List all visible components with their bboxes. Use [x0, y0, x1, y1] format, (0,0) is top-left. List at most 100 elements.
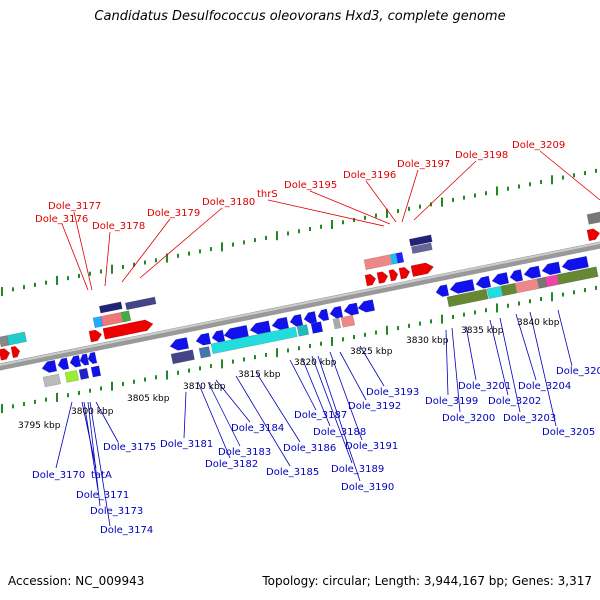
- gene-label: Dole_3198: [455, 150, 508, 161]
- gene-arrow: [296, 324, 310, 337]
- gene-feature: [310, 321, 324, 334]
- gene-arrow: [329, 305, 344, 319]
- gene-feature: [69, 355, 82, 368]
- gene-label: Dole_3201: [458, 381, 511, 392]
- gene-label: Dole_3187: [294, 410, 347, 421]
- kbp-label: 3800 kbp: [71, 407, 114, 417]
- gene-feature: [88, 329, 103, 343]
- gene-feature: [491, 272, 510, 286]
- gene-feature: [500, 282, 518, 297]
- gene-arrow: [586, 211, 600, 225]
- gene-arrow: [223, 324, 249, 340]
- genome-backbone-highlight: [0, 242, 600, 367]
- gene-arrow: [343, 302, 360, 316]
- gene-feature: [195, 332, 212, 346]
- gene-label: Dole_3196: [343, 170, 396, 181]
- gene-feature: [410, 262, 434, 277]
- gene-feature: [296, 324, 310, 337]
- leader-line: [289, 359, 317, 411]
- gene-label: Dole_3190: [341, 482, 394, 493]
- gene-arrow: [102, 319, 154, 340]
- leader-line: [539, 150, 600, 201]
- gene-feature: [100, 312, 123, 327]
- gene-arrow: [125, 296, 157, 311]
- leader-line: [365, 180, 397, 223]
- gene-arrow: [332, 317, 342, 330]
- gene-feature: [363, 254, 392, 270]
- leader-line: [104, 231, 111, 287]
- gene-arrow: [69, 355, 82, 368]
- gene-arrow: [435, 284, 450, 297]
- gene-arrow: [561, 255, 589, 272]
- gene-arrow: [388, 269, 399, 282]
- leader-line: [317, 355, 361, 482]
- gene-feature: [340, 314, 356, 328]
- leader-line: [451, 327, 461, 413]
- gene-arrow: [57, 357, 70, 370]
- genome-backbone: [0, 241, 600, 371]
- gene-feature: [249, 320, 271, 335]
- gene-feature: [523, 265, 542, 279]
- upper-leader-lines: [61, 150, 600, 291]
- gene-arrow: [486, 285, 504, 299]
- gene-feature: [0, 335, 10, 348]
- gene-feature: [561, 255, 589, 272]
- gene-arrow: [357, 299, 376, 313]
- kbp-label: 3830 kbp: [406, 336, 449, 346]
- gene-label: Dole_3171: [76, 490, 129, 501]
- gene-feature: [395, 251, 405, 264]
- gene-arrow: [509, 269, 524, 282]
- gene-arrow: [340, 314, 356, 328]
- gene-label: Dole_3206: [556, 366, 600, 377]
- gene-arrow: [389, 253, 399, 265]
- gene-feature: [57, 357, 70, 370]
- gene-arrow: [41, 359, 58, 373]
- leader-line: [465, 325, 477, 381]
- gene-arrow: [249, 320, 271, 335]
- gene-feature: [211, 329, 226, 343]
- gene-feature: [223, 324, 249, 340]
- gene-arrow: [475, 275, 492, 289]
- leader-line: [207, 381, 241, 447]
- gene-arrow: [364, 273, 377, 287]
- leader-line: [87, 401, 101, 507]
- leader-line: [89, 401, 111, 527]
- leader-line: [73, 211, 93, 291]
- gene-feature: [376, 271, 389, 284]
- gene-feature: [556, 266, 599, 285]
- gene-feature: [409, 234, 433, 247]
- gene-label: Dole_3180: [202, 197, 255, 208]
- gene-label: Dole_3209: [512, 140, 565, 151]
- leader-line: [413, 160, 477, 221]
- genome-summary-text: Topology: circular; Length: 3,944,167 bp…: [262, 574, 592, 588]
- leader-line: [83, 401, 99, 491]
- gene-label: tatA: [91, 470, 112, 481]
- gene-feature: [364, 273, 377, 287]
- gene-arrow: [79, 353, 90, 366]
- kbp-label: 3825 kbp: [350, 347, 393, 357]
- kbp-label: 3795 kbp: [18, 421, 61, 431]
- gene-label: Dole_3204: [518, 381, 571, 392]
- leader-line: [301, 357, 331, 427]
- gene-feature: [357, 299, 376, 313]
- leader-line: [489, 319, 509, 396]
- gene-arrow: [514, 278, 539, 294]
- kbp-label: 3820 kbp: [294, 358, 337, 368]
- gene-feature: [198, 346, 212, 359]
- gene-label: Dole_3182: [205, 459, 258, 470]
- gene-arrow: [289, 313, 304, 327]
- gene-feature: [90, 365, 102, 378]
- gene-label: Dole_3197: [397, 159, 450, 170]
- leader-line: [359, 345, 385, 387]
- kbp-label: 3805 kbp: [127, 394, 170, 404]
- gene-label: Dole_3199: [425, 396, 478, 407]
- gene-label: Dole_3200: [442, 413, 495, 424]
- gene-feature: [210, 326, 298, 355]
- gene-arrow: [92, 316, 104, 329]
- gene-arrow: [170, 349, 195, 365]
- gene-arrow: [87, 351, 98, 365]
- gene-arrow: [395, 251, 405, 264]
- gene-feature: [10, 346, 21, 359]
- kbp-label: 3840 kbp: [517, 318, 560, 328]
- leader-line: [515, 313, 537, 381]
